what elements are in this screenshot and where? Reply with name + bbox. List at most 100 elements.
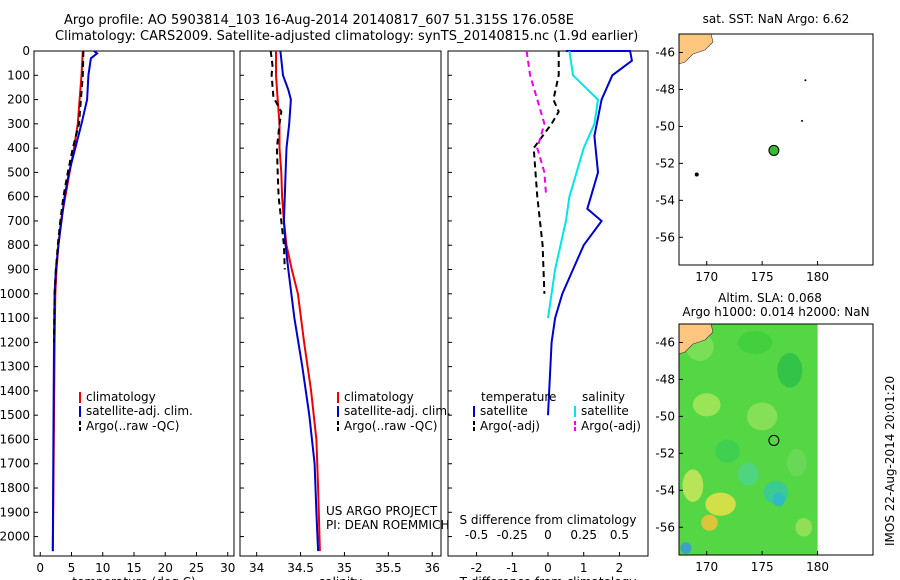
temperature-panel: 0 5 10 15 20 25 300100200300400500600700800900… bbox=[0, 44, 235, 580]
temperature-ytick-label: 300 bbox=[7, 117, 30, 131]
temperature-ytick-label: 1100 bbox=[0, 311, 30, 325]
sst_map-ytick-label: -50 bbox=[655, 119, 675, 133]
salinity-panel: 34 34.5 35 35.5 36 salinity climatologysatelli… bbox=[239, 50, 451, 580]
sst_map-frame bbox=[678, 33, 874, 266]
temperature-ytick-label: 1900 bbox=[0, 505, 30, 519]
salinity-series-climatology bbox=[275, 51, 321, 552]
sst_map-point bbox=[694, 172, 699, 177]
difference-xtick-label: -1 bbox=[506, 561, 518, 575]
sla_map-xtick-label: 170 bbox=[695, 560, 718, 574]
sla-map-subtitle: Argo h1000: 0.014 h2000: NaN bbox=[682, 305, 869, 319]
salinity-legend-label: satellite-adj. clim. bbox=[344, 404, 451, 418]
sst_map-xtick-label: 180 bbox=[806, 270, 829, 284]
difference-top-tick-label: -0.25 bbox=[497, 528, 528, 542]
sst_map-ytick-label: -48 bbox=[655, 82, 675, 96]
sla_map-ytick-label: -54 bbox=[655, 483, 675, 497]
temperature-xtick-label: 15 bbox=[126, 561, 141, 575]
temperature-xtick-label: 5 bbox=[68, 561, 76, 575]
temperature-ytick-label: 100 bbox=[7, 68, 30, 82]
sla_map-ytick-label: -52 bbox=[655, 446, 675, 460]
temperature-xtick-label: 10 bbox=[95, 561, 110, 575]
temperature-ytick-label: 900 bbox=[7, 263, 30, 277]
salinity-xtick-label: 36 bbox=[425, 561, 440, 575]
temperature-ytick-label: 1600 bbox=[0, 432, 30, 446]
salinity-xlabel: salinity bbox=[319, 575, 362, 580]
chart-title-line2: Climatology: CARS2009. Satellite-adjuste… bbox=[55, 29, 639, 44]
difference-top-tick-label: 0.5 bbox=[610, 528, 629, 542]
difference-series-argo bbox=[532, 51, 560, 294]
sla_map-ytick-label: -46 bbox=[655, 335, 675, 349]
sst_map-ytick-label: -46 bbox=[655, 45, 675, 59]
difference-xlabel: T difference from climatology bbox=[459, 575, 637, 580]
temperature-xtick-label: 0 bbox=[36, 561, 44, 575]
salinity-series-argo bbox=[269, 50, 286, 270]
difference-legend-label: satellite bbox=[480, 404, 528, 418]
temperature-ytick-label: 200 bbox=[7, 93, 30, 107]
difference-panel: -2 -1 0 1 2T difference from climatology -0.5… bbox=[447, 50, 649, 580]
sst_map-ytick-label: -52 bbox=[655, 156, 675, 170]
sla_map-field-blob bbox=[787, 448, 807, 477]
difference-top-tick-label: 0.25 bbox=[570, 528, 597, 542]
salinity-xtick-label: 34 bbox=[249, 561, 264, 575]
difference-top-tick-label: -0.5 bbox=[465, 528, 488, 542]
temperature-ytick-label: 2000 bbox=[0, 530, 30, 544]
sla_map-field-blob bbox=[777, 352, 803, 388]
temperature-ytick-label: 1800 bbox=[0, 481, 30, 495]
difference-series-sat_salinity bbox=[547, 50, 600, 319]
temperature-ytick-label: 400 bbox=[7, 141, 30, 155]
sla_map-field-blob bbox=[701, 514, 718, 531]
sla-map-title: Altim. SLA: 0.068 bbox=[718, 291, 822, 305]
salinity-series-satellite bbox=[279, 50, 320, 552]
temperature-frame bbox=[33, 50, 235, 557]
sla_map-xtick-label: 175 bbox=[751, 560, 774, 574]
temperature-ytick-label: 1200 bbox=[0, 335, 30, 349]
chart-title-line1: Argo profile: AO 5903814_103 16-Aug-2014… bbox=[64, 13, 574, 28]
temperature-ytick-label: 600 bbox=[7, 190, 30, 204]
temperature-ytick-label: 1400 bbox=[0, 384, 30, 398]
difference-xtick-label: 2 bbox=[616, 561, 624, 575]
sst_map-point bbox=[804, 79, 807, 82]
difference-legend-label: Argo(-adj) bbox=[581, 419, 641, 433]
temperature-ytick-label: 700 bbox=[7, 214, 30, 228]
difference-xtick-label: 1 bbox=[580, 561, 588, 575]
difference-top-xlabel: S difference from climatology bbox=[460, 513, 637, 527]
sla_map-field-blob bbox=[680, 542, 692, 554]
salinity-legend-label: climatology bbox=[344, 390, 414, 404]
temperature-ytick-label: 800 bbox=[7, 238, 30, 252]
temperature-legend-label: satellite-adj. clim. bbox=[86, 404, 193, 418]
salinity-annotation-line2: PI: DEAN ROEMMICH bbox=[326, 518, 449, 532]
sst_map-xtick-label: 175 bbox=[751, 270, 774, 284]
sla_map-field-blob bbox=[772, 492, 786, 507]
sla_map-ytick-label: -48 bbox=[655, 372, 675, 386]
sla_map-field-blob bbox=[795, 518, 813, 537]
difference-top-tick-label: 0 bbox=[544, 528, 552, 542]
sla_map-frame bbox=[678, 323, 874, 556]
difference-frame bbox=[447, 50, 649, 557]
sla_map-land bbox=[678, 323, 714, 355]
temperature-ytick-label: 0 bbox=[22, 44, 30, 58]
difference-xtick-label: 0 bbox=[544, 561, 552, 575]
sst-map-title: sat. SST: NaN Argo: 6.62 bbox=[703, 12, 850, 26]
sst_map-panel: 170 175 180 -46 -48 -50 -52 -54 -56 sat. SST: NaN… bbox=[655, 12, 874, 284]
sla_map-float-marker bbox=[768, 434, 780, 446]
difference-series-satellite bbox=[547, 50, 633, 416]
difference-legend-header: salinity bbox=[582, 390, 625, 404]
difference-legend-label: Argo(-adj) bbox=[480, 419, 540, 433]
temperature-xtick-label: 30 bbox=[220, 561, 235, 575]
sst_map-ytick-label: -54 bbox=[655, 193, 675, 207]
temperature-legend-label: climatology bbox=[86, 390, 156, 404]
temperature-ytick-label: 1500 bbox=[0, 408, 30, 422]
sla_map-field-blob bbox=[737, 462, 759, 486]
salinity-legend-label: Argo(..raw -QC) bbox=[344, 419, 437, 433]
difference-xtick-label: -2 bbox=[471, 561, 483, 575]
sst_map-point bbox=[801, 119, 804, 122]
salinity-frame bbox=[239, 50, 442, 557]
timestamp-label: IMOS 22-Aug-2014 20:01:20 bbox=[883, 375, 897, 546]
difference-series-argo_salinity bbox=[525, 50, 548, 197]
sla_map-ytick-label: -50 bbox=[655, 409, 675, 423]
sla_map-field-blob bbox=[715, 439, 740, 463]
salinity-xtick-label: 35 bbox=[337, 561, 352, 575]
sla_map-field-blob bbox=[746, 402, 778, 431]
sla_map-field-blob bbox=[705, 492, 736, 516]
